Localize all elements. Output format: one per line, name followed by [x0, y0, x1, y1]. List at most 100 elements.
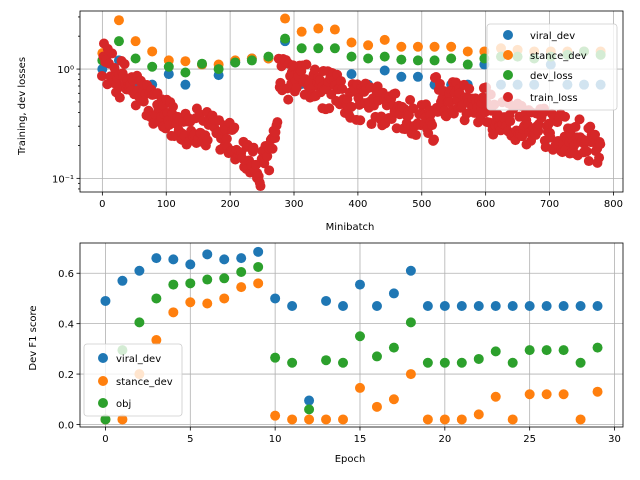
point-stance-dev [236, 282, 247, 293]
point-dev-loss [130, 53, 141, 64]
y-tick-label: 0.2 [58, 370, 74, 381]
x-tick-label: 200 [221, 199, 240, 210]
point-viral-dev [592, 301, 603, 312]
point-stance-dev [558, 389, 569, 400]
plot-area-1: 0 5 10 15 20 25 30 0.0 0.2 0.4 0.6 [58, 242, 624, 445]
point-train-loss [574, 114, 585, 125]
y-tick-label: 0.4 [58, 320, 74, 331]
point-obj [185, 278, 196, 289]
point-dev-loss [412, 55, 423, 66]
point-dev-loss [329, 43, 340, 54]
x-tick-label: 300 [284, 199, 303, 210]
x-tick-label: 600 [476, 199, 495, 210]
y-tick-label: 0.0 [58, 420, 74, 431]
point-obj [592, 342, 603, 353]
legend-swatch-obj [98, 398, 108, 408]
point-obj [134, 317, 145, 328]
point-stance-dev [541, 389, 552, 400]
f1-chart-xlabel: Epoch [335, 454, 366, 465]
point-obj [168, 279, 179, 290]
x-tick-label: 100 [157, 199, 176, 210]
point-train-loss [114, 92, 125, 103]
point-train-loss [346, 101, 357, 112]
x-tick-label: 400 [348, 199, 367, 210]
point-train-loss [264, 165, 275, 176]
point-stance-dev [113, 15, 124, 26]
point-stance-dev [429, 41, 440, 52]
point-dev-loss [446, 53, 457, 64]
loss-chart-ylabel: Training, dev losses [17, 57, 28, 156]
point-obj [388, 342, 399, 353]
point-viral-dev [412, 71, 423, 82]
x-tick-label: 700 [540, 199, 559, 210]
point-stance-dev [270, 410, 281, 421]
point-obj [219, 273, 230, 284]
point-train-loss [581, 146, 592, 157]
point-stance-dev [180, 56, 191, 67]
point-stance-dev [287, 414, 298, 425]
point-obj [524, 345, 535, 356]
point-stance-dev [147, 46, 158, 57]
x-tick-label: 25 [523, 434, 536, 445]
x-tick-label: 800 [604, 199, 623, 210]
point-train-loss [429, 134, 440, 145]
point-viral-dev [202, 249, 213, 260]
point-train-loss [107, 48, 118, 59]
point-viral-dev [346, 69, 357, 80]
point-viral-dev [253, 246, 264, 257]
point-stance-dev [507, 414, 518, 425]
point-obj [439, 357, 450, 368]
point-obj [151, 293, 162, 304]
point-obj [371, 351, 382, 362]
point-viral-dev [321, 295, 332, 306]
point-stance-dev [313, 23, 324, 34]
point-viral-dev [439, 301, 450, 312]
point-train-loss [291, 82, 302, 93]
point-stance-dev [439, 414, 450, 425]
point-stance-dev [405, 369, 416, 380]
point-train-loss [410, 130, 421, 141]
x-tick-label: 0 [102, 434, 108, 445]
point-train-loss [336, 76, 347, 87]
point-viral-dev [287, 301, 298, 312]
f1-chart: 0 5 10 15 20 25 30 0.0 0.2 0.4 0.6 Epoch Dev F1 sc… [28, 242, 624, 465]
point-dev-loss [280, 33, 291, 44]
point-stance-dev [168, 307, 179, 318]
point-obj [473, 353, 484, 364]
point-viral-dev [379, 65, 390, 76]
point-dev-loss [379, 51, 390, 62]
axes-frame [79, 10, 624, 193]
point-train-loss [390, 88, 401, 99]
point-viral-dev [473, 301, 484, 312]
point-train-loss [595, 139, 606, 150]
point-viral-dev [168, 254, 179, 265]
point-obj [507, 357, 518, 368]
point-viral-dev [100, 295, 111, 306]
loss-chart-xlabel: Minibatch [326, 222, 375, 233]
point-train-loss [255, 181, 266, 192]
point-viral-dev [236, 253, 247, 264]
point-stance-dev [396, 41, 407, 52]
legend-swatch-dev-loss [503, 70, 513, 80]
point-stance-dev [363, 40, 374, 51]
point-train-loss [505, 116, 516, 127]
point-train-loss [590, 129, 601, 140]
point-train-loss [427, 120, 438, 131]
point-train-loss [202, 135, 213, 146]
point-viral-dev [180, 79, 191, 90]
f1-chart-ylabel: Dev F1 score [28, 305, 39, 370]
point-stance-dev [379, 34, 390, 45]
legend-box [83, 343, 183, 417]
point-dev-loss [462, 59, 473, 70]
point-viral-dev [507, 301, 518, 312]
point-dev-loss [180, 67, 191, 78]
point-stance-dev [185, 297, 196, 308]
point-stance-dev [422, 414, 433, 425]
point-obj [541, 345, 552, 356]
legend-label-train-loss: train_loss [530, 93, 578, 104]
point-stance-dev [321, 414, 332, 425]
point-obj [456, 357, 467, 368]
point-train-loss [167, 101, 178, 112]
point-stance-dev [346, 37, 357, 48]
